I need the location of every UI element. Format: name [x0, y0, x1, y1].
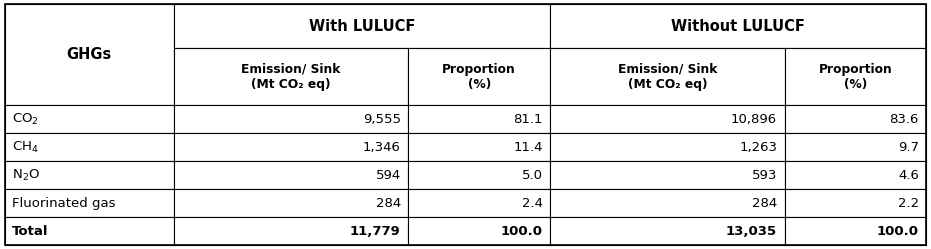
Bar — [550, 48, 785, 105]
Text: Fluorinated gas: Fluorinated gas — [12, 197, 115, 210]
Bar — [5, 189, 174, 217]
Text: GHGs: GHGs — [66, 47, 112, 62]
Text: 594: 594 — [375, 169, 400, 182]
Text: 4.6: 4.6 — [898, 169, 919, 182]
Bar — [550, 217, 785, 245]
Bar — [174, 133, 408, 161]
Text: CO$_2$: CO$_2$ — [12, 112, 39, 127]
Text: Proportion
(%): Proportion (%) — [818, 63, 892, 91]
Text: 100.0: 100.0 — [877, 225, 919, 238]
Bar — [5, 217, 174, 245]
Bar — [550, 4, 926, 48]
Bar — [785, 48, 926, 105]
Bar — [785, 161, 926, 189]
Text: 593: 593 — [751, 169, 777, 182]
Bar — [174, 189, 408, 217]
Text: 5.0: 5.0 — [521, 169, 543, 182]
Text: 10,896: 10,896 — [731, 113, 777, 126]
Text: 284: 284 — [375, 197, 400, 210]
Bar — [550, 161, 785, 189]
Text: Emission/ Sink
(Mt CO₂ eq): Emission/ Sink (Mt CO₂ eq) — [241, 63, 341, 91]
Bar — [5, 161, 174, 189]
Text: 9,555: 9,555 — [363, 113, 400, 126]
Text: CH$_4$: CH$_4$ — [12, 140, 39, 155]
Bar — [785, 189, 926, 217]
Bar — [408, 105, 550, 133]
Text: Total: Total — [12, 225, 48, 238]
Text: 13,035: 13,035 — [726, 225, 777, 238]
Text: 284: 284 — [752, 197, 777, 210]
Text: With LULUCF: With LULUCF — [309, 19, 415, 34]
Text: 11,779: 11,779 — [350, 225, 400, 238]
Text: Proportion
(%): Proportion (%) — [442, 63, 516, 91]
Text: 2.4: 2.4 — [521, 197, 543, 210]
Text: 100.0: 100.0 — [501, 225, 543, 238]
Bar — [408, 133, 550, 161]
Bar — [785, 133, 926, 161]
Bar — [408, 161, 550, 189]
Bar — [174, 105, 408, 133]
Text: 2.2: 2.2 — [897, 197, 919, 210]
Text: 1,263: 1,263 — [739, 141, 777, 154]
Bar — [174, 217, 408, 245]
Bar — [550, 105, 785, 133]
Text: Emission/ Sink
(Mt CO₂ eq): Emission/ Sink (Mt CO₂ eq) — [617, 63, 717, 91]
Text: 1,346: 1,346 — [363, 141, 400, 154]
Text: 81.1: 81.1 — [513, 113, 543, 126]
Text: Without LULUCF: Without LULUCF — [671, 19, 805, 34]
Text: 83.6: 83.6 — [889, 113, 919, 126]
Bar — [785, 105, 926, 133]
Bar — [5, 4, 174, 105]
Bar — [408, 48, 550, 105]
Bar — [550, 189, 785, 217]
Text: N$_2$O: N$_2$O — [12, 168, 40, 183]
Bar — [174, 48, 408, 105]
Bar — [408, 217, 550, 245]
Text: 11.4: 11.4 — [513, 141, 543, 154]
Text: 9.7: 9.7 — [897, 141, 919, 154]
Bar — [785, 217, 926, 245]
Bar — [5, 133, 174, 161]
Bar — [5, 105, 174, 133]
Bar — [550, 133, 785, 161]
Bar — [408, 189, 550, 217]
Bar — [174, 161, 408, 189]
Bar — [174, 4, 550, 48]
